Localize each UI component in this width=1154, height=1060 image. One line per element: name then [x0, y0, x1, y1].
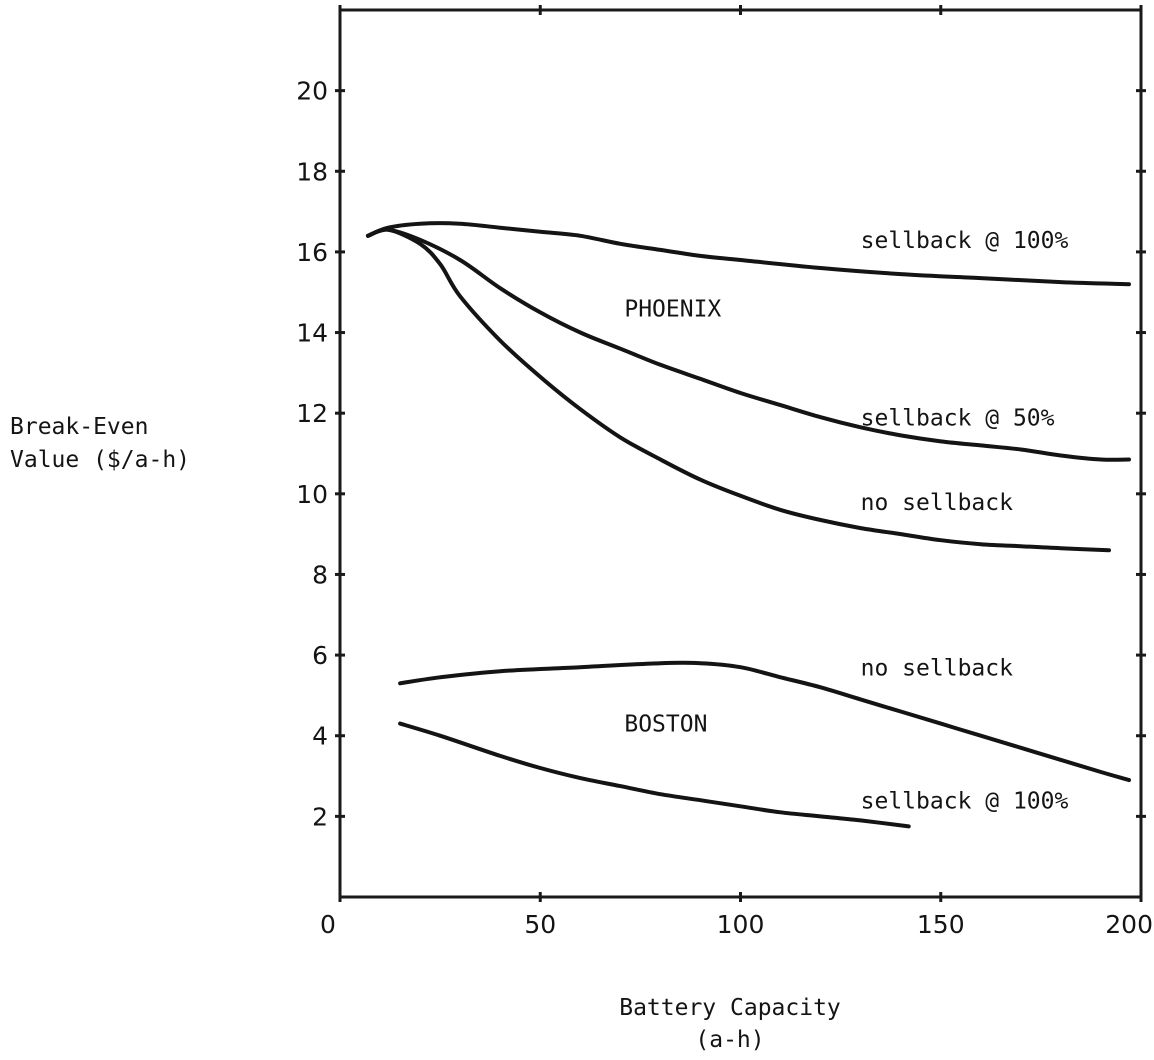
x-tick-label: 200 [1105, 910, 1153, 939]
y-tick-label: 18 [296, 157, 328, 186]
annotation-label: sellback @ 100% [861, 788, 1069, 814]
x-axis-title-line-2: (a-h) [695, 1027, 764, 1053]
series-lines [366, 221, 1131, 829]
x-tick-label: 0 [320, 910, 336, 939]
y-axis-title-line-2: Value ($/a-h) [10, 447, 190, 473]
x-tick-label: 100 [717, 910, 765, 939]
x-tick-label: 50 [524, 910, 556, 939]
annotation-label: sellback @ 100% [861, 228, 1069, 254]
curve-annotations: sellback @ 100% PHOENIX sellback @ 50% no s… [624, 228, 1068, 814]
y-tick-labels: 2 4 6 8 10 12 14 16 18 20 [296, 77, 328, 832]
series-line-boston-no-sellback [398, 660, 1131, 783]
y-tick-label: 20 [296, 77, 328, 106]
annotation-label: sellback @ 50% [861, 405, 1055, 431]
y-axis-title-line-1: Break-Even [10, 414, 148, 440]
y-tick-label: 8 [312, 560, 328, 589]
series-line-phoenix-sellback-100 [366, 221, 1131, 287]
y-tick-label: 12 [296, 399, 328, 428]
x-axis-title-line-1: Battery Capacity [619, 995, 841, 1021]
y-tick-label: 4 [312, 722, 328, 751]
series-line-phoenix-no-sellback [366, 227, 1111, 553]
annotation-label: BOSTON [624, 712, 707, 738]
y-tick-label: 6 [312, 641, 328, 670]
y-tick-label: 2 [312, 802, 328, 831]
y-tick-label: 14 [296, 319, 328, 348]
series-line-phoenix-sellback-50 [366, 227, 1131, 462]
annotation-label: no sellback [861, 490, 1013, 516]
annotation-label: no sellback [861, 655, 1013, 681]
x-tick-label: 150 [917, 910, 965, 939]
axis-ticks [335, 5, 1146, 902]
y-tick-label: 10 [296, 480, 328, 509]
x-tick-labels: 0 50 100 150 200 [320, 910, 1153, 939]
y-tick-label: 16 [296, 238, 328, 267]
series-line-boston-sellback-100 [398, 721, 911, 829]
annotation-label: PHOENIX [624, 296, 721, 322]
